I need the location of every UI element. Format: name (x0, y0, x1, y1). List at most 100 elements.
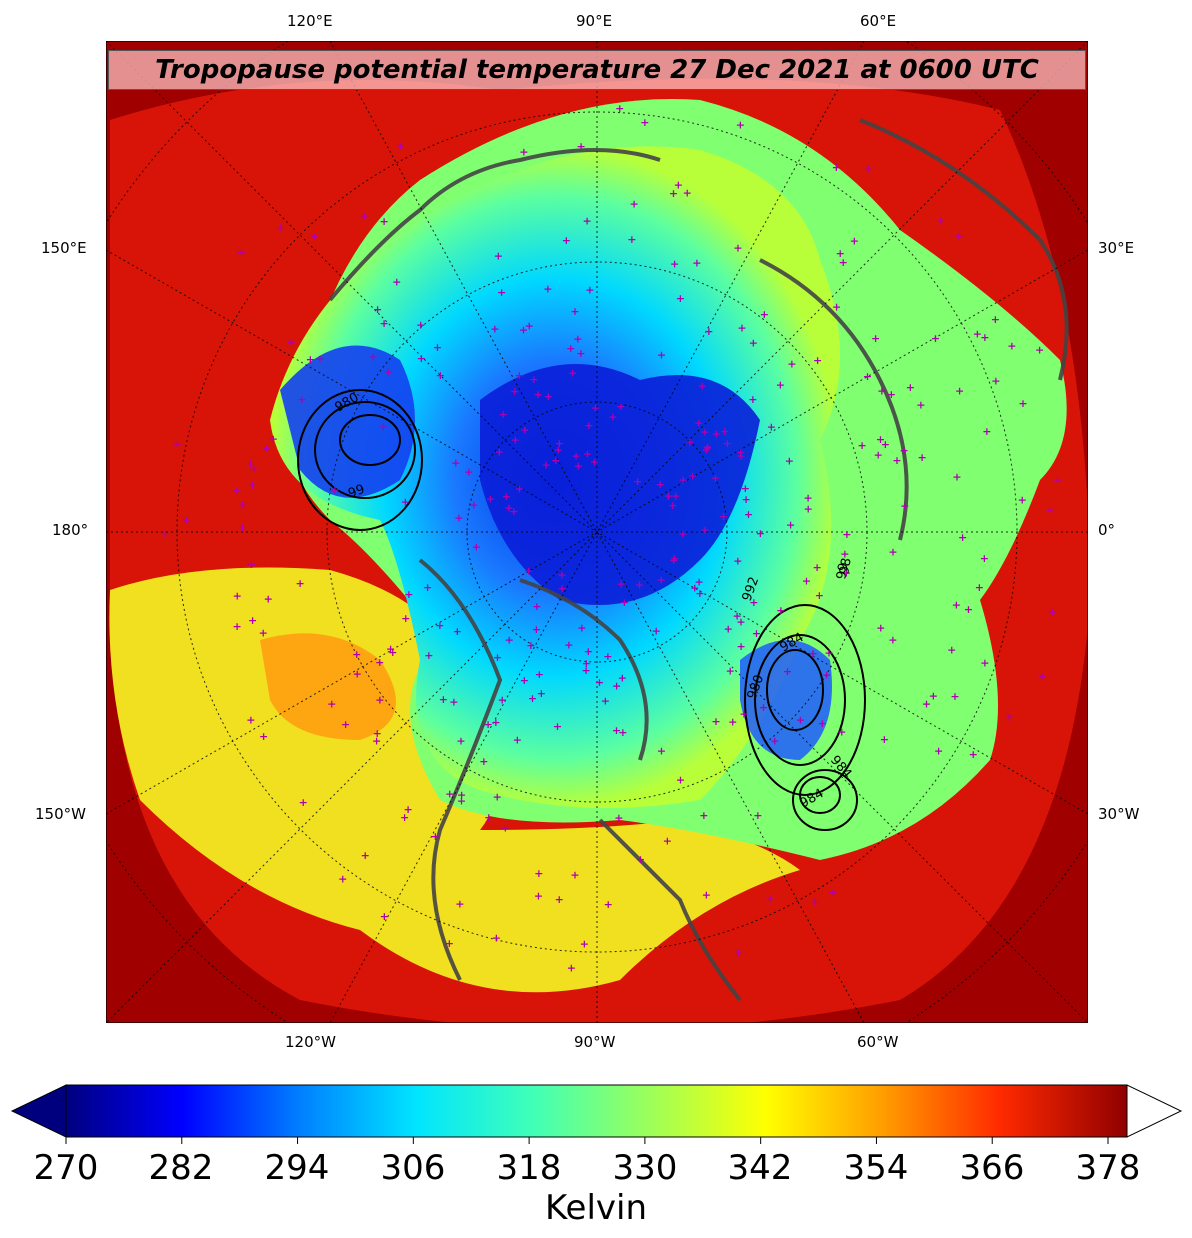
station-marker: + (679, 474, 688, 487)
station-marker: + (711, 715, 720, 728)
station-marker: + (756, 527, 765, 540)
station-marker: + (433, 341, 442, 354)
station-marker: + (688, 470, 697, 483)
station-marker: + (888, 545, 897, 558)
station-marker: + (454, 512, 463, 525)
blue-trough-west (280, 345, 415, 498)
station-marker: + (484, 811, 493, 824)
station-marker: + (733, 242, 742, 255)
station-marker: + (439, 693, 448, 706)
station-marker: + (423, 581, 432, 594)
station-marker: + (1045, 504, 1054, 517)
station-marker: + (748, 393, 757, 406)
station-marker: + (498, 693, 507, 706)
station-marker: + (491, 716, 500, 729)
station-marker: + (980, 657, 989, 670)
station-marker: + (400, 811, 409, 824)
station-marker: + (524, 565, 533, 578)
station-marker: + (510, 385, 519, 398)
station-marker: + (770, 734, 779, 747)
station-marker: + (741, 482, 750, 495)
station-marker: + (734, 947, 743, 960)
station-marker: + (839, 256, 848, 269)
station-marker: + (876, 433, 885, 446)
station-marker: + (520, 674, 529, 687)
station-marker: + (513, 734, 522, 747)
station-marker: + (753, 809, 762, 822)
station-marker: + (233, 590, 242, 603)
station-marker: + (954, 229, 963, 242)
left-label-150w: 150°W (35, 805, 86, 823)
colorbar-tick-282: 282 (148, 1148, 214, 1188)
station-marker: + (676, 773, 685, 786)
station-marker: + (969, 748, 978, 761)
station-marker: + (991, 313, 1000, 326)
colorbar-tick-318: 318 (496, 1148, 562, 1188)
colorbar-tick-330: 330 (612, 1148, 678, 1188)
station-marker: + (836, 247, 845, 260)
station-marker: + (726, 665, 735, 678)
station-marker: + (583, 215, 592, 228)
station-marker: + (310, 230, 319, 243)
station-marker: + (404, 588, 413, 601)
station-marker: + (888, 633, 897, 646)
station-marker: + (752, 627, 761, 640)
station-marker: + (633, 475, 642, 488)
station-marker: + (683, 186, 692, 199)
station-marker: + (330, 484, 339, 497)
station-marker: + (630, 198, 639, 211)
station-marker: + (380, 215, 389, 228)
station-marker: + (822, 669, 831, 682)
station-marker: + (636, 853, 645, 866)
station-marker: + (973, 328, 982, 341)
station-marker: + (585, 283, 594, 296)
station-marker: + (652, 624, 661, 637)
station-marker: + (537, 687, 546, 700)
station-marker: + (704, 325, 713, 338)
station-marker: + (237, 246, 246, 259)
station-marker: + (664, 490, 673, 503)
station-marker: + (711, 471, 720, 484)
title-banner: Tropopause potential temperature 27 Dec … (108, 50, 1086, 90)
station-marker: + (520, 424, 529, 437)
station-marker: + (493, 651, 502, 664)
station-marker: + (479, 755, 488, 768)
station-marker: + (640, 116, 649, 129)
station-marker: + (315, 353, 324, 366)
station-marker: + (842, 567, 851, 580)
station-marker: + (566, 342, 575, 355)
station-markers: ++++++++++++++++++++++++++++++++++++++++… (161, 102, 1063, 974)
station-marker: + (982, 425, 991, 438)
station-marker: + (232, 484, 241, 497)
station-marker: + (584, 419, 593, 432)
station-marker: + (695, 587, 704, 600)
pressure-label: 99 (346, 482, 367, 502)
station-marker: + (698, 380, 707, 393)
bottom-lon-label-60w: 60°W (857, 1033, 899, 1051)
station-marker: + (182, 514, 191, 527)
station-marker: + (601, 695, 610, 708)
station-marker: + (1035, 344, 1044, 357)
colorbar-tick-366: 366 (959, 1148, 1025, 1188)
station-marker: + (484, 718, 493, 731)
station-marker: + (760, 308, 769, 321)
station-marker: + (656, 478, 665, 491)
station-marker: + (392, 275, 401, 288)
station-marker: + (445, 937, 454, 950)
station-marker: + (1037, 670, 1046, 683)
station-marker: + (669, 554, 678, 567)
colorbar-tick-342: 342 (727, 1148, 793, 1188)
station-marker: + (574, 460, 583, 473)
station-marker: + (742, 493, 751, 506)
station-marker: + (297, 393, 306, 406)
station-marker: + (532, 623, 541, 636)
station-marker: + (495, 446, 504, 459)
station-marker: + (573, 333, 582, 346)
station-marker: + (554, 444, 563, 457)
top-lon-label-120e: 120°E (287, 12, 333, 30)
station-marker: + (877, 384, 886, 397)
station-marker: + (535, 668, 544, 681)
station-marker: + (396, 140, 405, 153)
station-marker: + (808, 647, 817, 660)
station-marker: + (492, 931, 501, 944)
